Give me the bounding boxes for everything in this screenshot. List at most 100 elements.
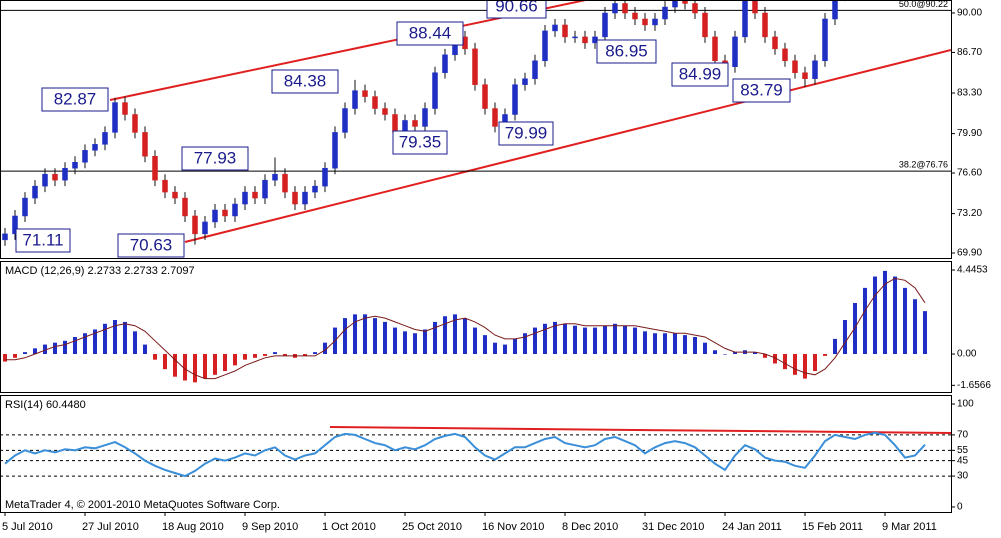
candle-body (282, 173, 288, 193)
macd-bar (543, 323, 547, 355)
macd-bar (633, 327, 637, 355)
candle-body (612, 3, 618, 14)
candle-body (232, 203, 238, 217)
price-label-box (117, 233, 185, 258)
macd-bar (683, 335, 687, 355)
macd-bar (813, 354, 817, 372)
price-label: 86.95 (605, 41, 648, 60)
macd-bar (373, 318, 377, 355)
candle-body (682, 0, 688, 4)
channel-lower (184, 49, 951, 243)
macd-bar (143, 344, 147, 355)
macd-bar (583, 327, 587, 355)
macd-bar (63, 340, 67, 355)
macd-bar (623, 325, 627, 355)
candle-body (652, 18, 658, 26)
candle-body (192, 215, 198, 235)
price-label: 88.44 (409, 23, 452, 42)
macd-bar (733, 352, 737, 355)
candle-body (572, 36, 578, 39)
panel-border (0, 395, 952, 513)
macd-bar (923, 311, 927, 355)
macd-bar (3, 354, 7, 362)
candle-body (422, 108, 428, 127)
x-tick-label: 8 Dec 2010 (562, 521, 618, 533)
macd-bar (663, 333, 667, 355)
y-tick-label: 30 (957, 471, 969, 482)
macd-bar (483, 335, 487, 355)
rsi-trendline (329, 426, 951, 434)
price-label-box (396, 21, 464, 46)
x-tick-label: 24 Jan 2011 (722, 521, 782, 533)
price-panel: 50.0@90.22 38.2@76.76 82.87 71.11 70.63 77.93… (0, 0, 951, 258)
x-tick-label: 31 Dec 2010 (642, 521, 704, 533)
candle-body (122, 102, 128, 115)
macd-bar (893, 276, 897, 355)
price-label: 83.79 (740, 80, 783, 99)
price-label: 90.66 (495, 0, 538, 15)
macd-bar (33, 348, 37, 355)
macd-bar (563, 323, 567, 355)
candle-body (312, 185, 318, 193)
macd-bar (123, 321, 127, 355)
candle-body (352, 90, 358, 109)
macd-bar (23, 352, 27, 355)
candle-body (52, 173, 58, 181)
macd-bar (283, 354, 287, 356)
macd-bar (673, 333, 677, 355)
macd-bar (713, 350, 717, 355)
macd-bar (273, 352, 277, 355)
candle-body (632, 12, 638, 20)
candle-body (142, 132, 148, 157)
macd-bar (903, 287, 907, 355)
y-tick-label: 4.4453 (957, 265, 988, 276)
candle-body (322, 167, 328, 187)
candle-body (12, 215, 18, 235)
price-label: 77.93 (194, 148, 237, 167)
candle-body (692, 3, 698, 14)
macd-bar (453, 314, 457, 355)
macd-bar (793, 354, 797, 375)
y-tick-label: 83.30 (957, 88, 982, 99)
candle-body (662, 6, 668, 20)
price-label: 79.99 (505, 123, 548, 142)
macd-bar (753, 352, 757, 355)
macd-bar (533, 327, 537, 355)
macd-bar (53, 342, 57, 355)
candle-body (22, 197, 28, 217)
candle-body (32, 185, 38, 199)
price-label-box (181, 146, 249, 171)
price-label-box (392, 130, 448, 155)
macd-bar (403, 331, 407, 355)
price-label-box (732, 78, 791, 103)
candle-body (472, 48, 478, 85)
candle-body (482, 84, 488, 109)
y-tick-label: 69.90 (957, 248, 982, 259)
candle-body (802, 72, 808, 79)
candle-body (2, 233, 8, 241)
candle-body (772, 36, 778, 50)
y-tick-label: 79.90 (957, 128, 982, 139)
macd-bar (703, 342, 707, 355)
candle-body (92, 144, 98, 151)
candle-body (672, 0, 678, 8)
candle-body (292, 191, 298, 205)
candle-body (732, 36, 738, 67)
macd-bar (313, 352, 317, 355)
macd-bar (833, 338, 837, 355)
candle-body (432, 72, 438, 109)
x-tick-label: 9 Mar 2011 (882, 521, 937, 533)
x-tick-label: 5 Jul 2010 (2, 521, 53, 533)
y-tick-label: 0 (957, 502, 963, 513)
candle-body (102, 132, 108, 145)
macd-title: MACD (12,26,9) 2.2733 2.2733 2.7097 (5, 265, 195, 277)
macd-bar (433, 321, 437, 355)
x-tick-label: 9 Sep 2010 (242, 521, 298, 533)
y-tick-label: 76.60 (957, 168, 982, 179)
y-tick-label: 70 (957, 430, 969, 441)
macd-panel (3, 270, 927, 383)
candle-body (492, 108, 498, 127)
macd-bar (423, 329, 427, 355)
candle-body (392, 114, 398, 133)
